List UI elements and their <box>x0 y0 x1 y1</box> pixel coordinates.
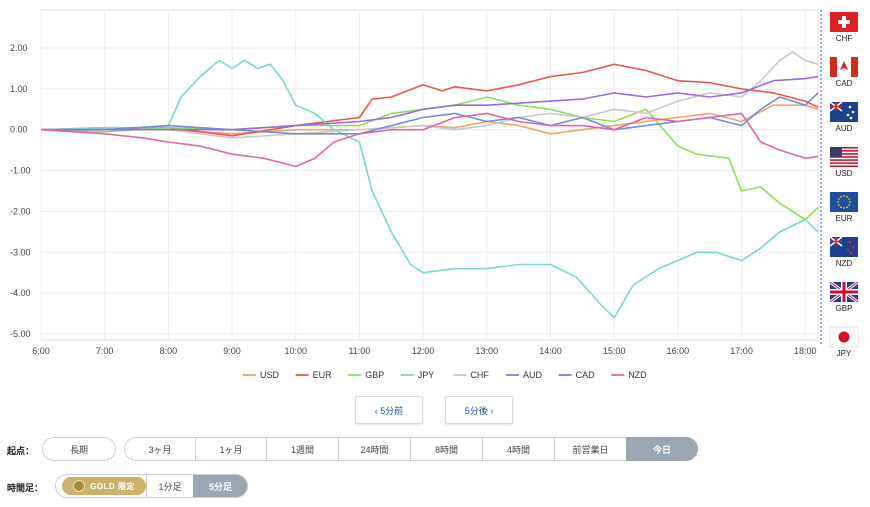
x-tick-label: 10:00 <box>284 346 307 356</box>
x-axis: 6:00 7:00 8:00 9:00 10:00 11:00 12:00 13:00 14:0… <box>32 346 816 356</box>
flag-code-label: CHF <box>836 34 853 43</box>
start-point-label: 起点： <box>7 446 35 456</box>
swiss-flag-icon: CHF <box>830 12 858 43</box>
legend-label: CHF <box>470 370 489 380</box>
legend-item-eur: EUR <box>295 370 333 380</box>
x-tick-label: 16:00 <box>667 346 690 356</box>
legend-label: AUD <box>523 370 543 380</box>
legend-item-gbp: GBP <box>348 370 384 380</box>
series-line-cad <box>41 75 819 131</box>
x-tick-label: 6:00 <box>32 346 50 356</box>
series-lines <box>40 51 819 319</box>
今日-option[interactable]: 1週間 <box>266 437 339 461</box>
chart-legend: USD EUR GBP JPY CHF AUD CAD NZD <box>243 370 647 380</box>
legend-item-jpy: JPY <box>400 370 435 380</box>
今日-option[interactable]: 長期 <box>42 437 116 461</box>
x-tick-label: 13:00 <box>476 346 499 356</box>
usa-flag-icon: USD <box>830 147 858 178</box>
x-tick-label: 12:00 <box>412 346 435 356</box>
chart-grid <box>40 9 819 341</box>
今日-option[interactable]: 1ヶ月 <box>195 437 267 461</box>
flag-code-label: NZD <box>836 259 853 268</box>
legend-label: NZD <box>628 370 647 380</box>
flag-code-label: AUD <box>836 124 853 133</box>
canada-flag-icon: CAD <box>830 57 858 88</box>
x-tick-label: 18:00 <box>794 346 817 356</box>
legend-item-aud: AUD <box>506 370 543 380</box>
y-axis: 2.00 1.00 0.00 -1.00 -2.00 -3.00 -4.00 -5.00 <box>10 43 31 339</box>
y-tick-label: 1.00 <box>10 84 28 94</box>
legend-label: EUR <box>313 370 333 380</box>
legend-item-nzd: NZD <box>611 370 647 380</box>
今日-option[interactable]: 今日 <box>626 437 698 461</box>
uk-flag-icon: GBP <box>829 280 859 313</box>
flag-code-label: GBP <box>836 304 853 313</box>
plot-area <box>40 9 819 341</box>
series-line-chf <box>41 51 819 139</box>
今日-option[interactable]: 8時間 <box>410 437 483 461</box>
legend-label: CAD <box>576 370 596 380</box>
legend-item-usd: USD <box>243 370 280 380</box>
legend-item-cad: CAD <box>558 370 596 380</box>
y-tick-label: 2.00 <box>10 43 28 53</box>
flag-code-label: JPY <box>837 349 852 358</box>
今日-option[interactable]: 4時間 <box>482 437 555 461</box>
currency-strength-chart: 2.00 1.00 0.00 -1.00 -2.00 -3.00 -4.00 -5.00 6:… <box>10 9 859 380</box>
gold-coin-icon <box>73 480 86 492</box>
flag-code-label: EUR <box>836 214 853 223</box>
legend-label: JPY <box>418 370 435 380</box>
australia-flag-icon: AUD <box>829 101 858 133</box>
y-tick-label: -2.00 <box>10 206 31 216</box>
timeframe-label: 時間足： <box>7 483 44 493</box>
series-line-nzd <box>40 112 819 168</box>
x-tick-label: 11:00 <box>349 346 371 356</box>
y-tick-label: -5.00 <box>10 329 31 339</box>
series-line-eur <box>41 63 819 137</box>
x-tick-label: 15:00 <box>603 346 626 356</box>
今日-option[interactable]: 3ヶ月 <box>124 437 196 461</box>
gold-limited-badge[interactable]: GOLD 限定 <box>62 477 146 495</box>
legend-label: USD <box>260 370 280 380</box>
series-line-aud <box>41 92 819 135</box>
gold-label: GOLD 限定 <box>90 481 135 491</box>
legend-label: GBP <box>365 370 384 380</box>
prev-5min-button[interactable]: ‹ 5分前 <box>355 396 423 424</box>
x-tick-label: 14:00 <box>539 346 562 356</box>
y-tick-label: -1.00 <box>10 166 31 176</box>
5分足-option[interactable]: 5分足 <box>193 474 248 498</box>
x-tick-label: 17:00 <box>730 346 753 356</box>
x-tick-label: 8:00 <box>160 346 178 356</box>
newzealand-flag-icon: NZD <box>829 236 858 268</box>
y-tick-label: -3.00 <box>10 247 31 257</box>
今日-option[interactable]: 24時間 <box>338 437 411 461</box>
y-tick-label: -4.00 <box>10 288 31 298</box>
x-tick-label: 9:00 <box>223 346 241 356</box>
今日-option[interactable]: 前営業日 <box>554 437 627 461</box>
flag-code-label: USD <box>836 169 853 178</box>
legend-item-chf: CHF <box>453 370 489 380</box>
5分足-option[interactable]: 1分足 <box>146 474 194 498</box>
japan-flag-icon: JPY <box>829 326 859 358</box>
series-line-jpy <box>40 59 819 319</box>
currency-flag-panel: CHF CAD AUD USD EUR NZD GBP JPY <box>820 10 859 358</box>
eu-flag-icon: EUR <box>830 192 858 223</box>
flag-code-label: CAD <box>836 79 853 88</box>
next-5min-button[interactable]: 5分後 › <box>445 396 513 424</box>
x-tick-label: 7:00 <box>96 346 114 356</box>
y-tick-label: 0.00 <box>10 125 28 135</box>
